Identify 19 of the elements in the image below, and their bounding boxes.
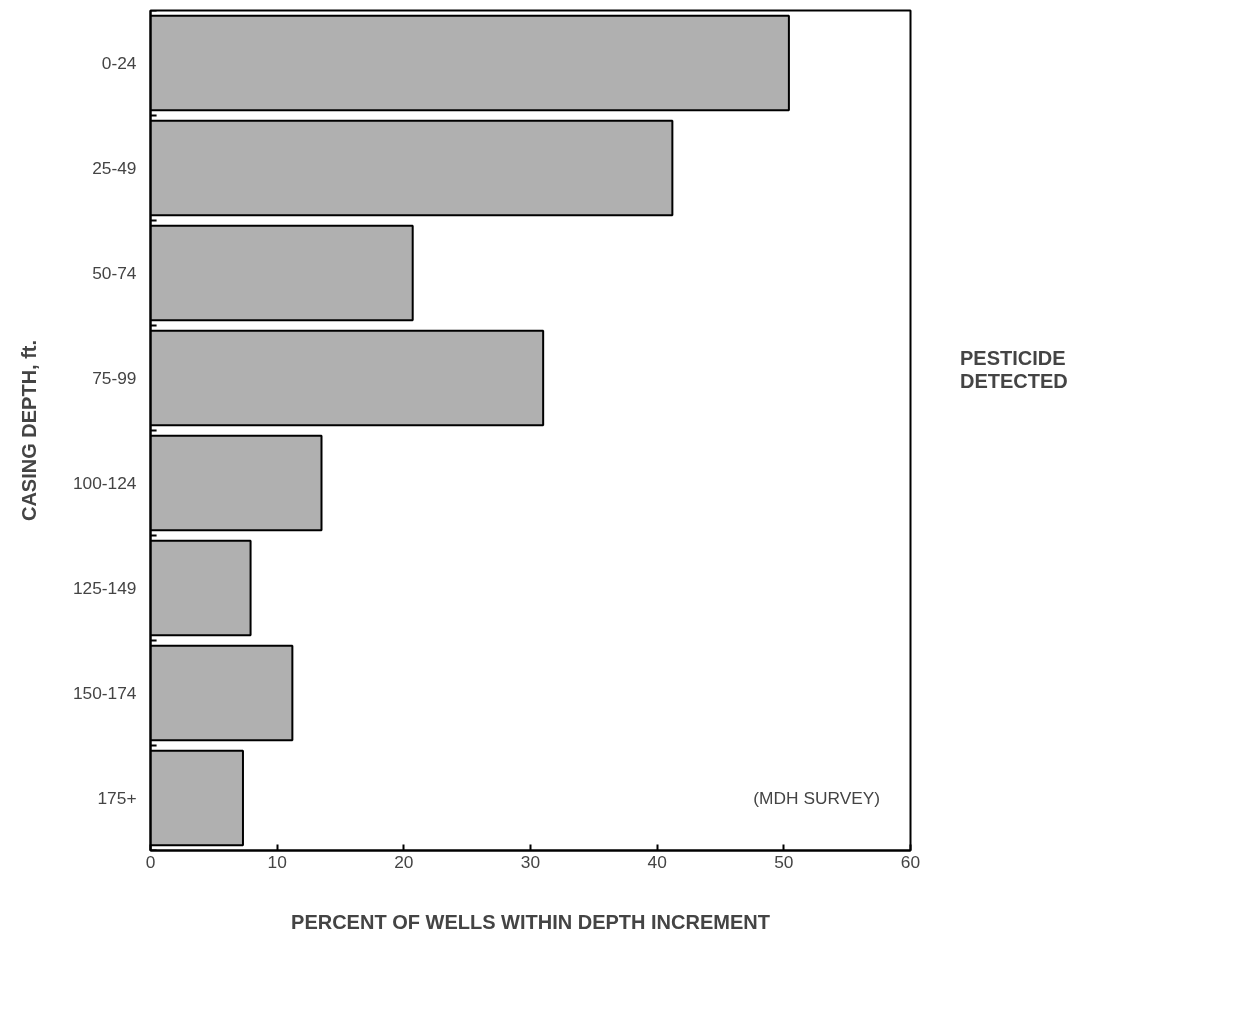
y-tick-label: 75-99 bbox=[92, 368, 137, 388]
annotation: (MDH SURVEY) bbox=[753, 788, 881, 808]
x-tick-label: 10 bbox=[267, 851, 287, 872]
y-tick-label: 25-49 bbox=[92, 158, 137, 178]
x-tick-label: 0 bbox=[145, 851, 156, 872]
y-tick-label: 0-24 bbox=[101, 53, 137, 73]
y-axis-title: CASING DEPTH, ft. bbox=[17, 339, 40, 522]
y-tick-label: 100-124 bbox=[72, 473, 137, 493]
x-tick-label: 50 bbox=[774, 851, 794, 872]
x-tick-label: 40 bbox=[647, 851, 667, 872]
x-tick-label: 60 bbox=[900, 851, 921, 872]
x-tick-label: 20 bbox=[394, 851, 414, 872]
text: PESTICIDE DETECTED bbox=[960, 347, 1068, 393]
x-tick-label: 30 bbox=[520, 851, 541, 872]
y-tick-label: 50-74 bbox=[92, 263, 137, 283]
y-tick-label: 175+ bbox=[97, 788, 137, 808]
y-tick-label: 125-149 bbox=[72, 578, 137, 598]
x-axis-title: PERCENT OF WELLS WITHIN DEPTH INCREMENT bbox=[291, 910, 770, 933]
y-tick-label: 150-174 bbox=[72, 683, 137, 703]
